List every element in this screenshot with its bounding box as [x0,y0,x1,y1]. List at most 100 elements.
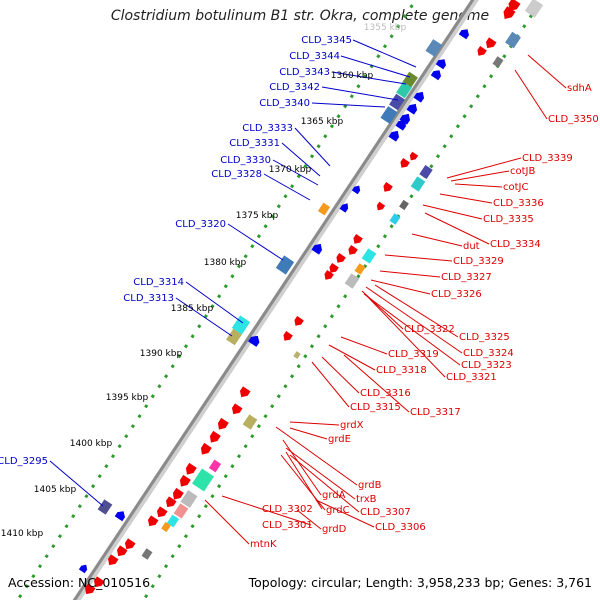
topology-text: Topology: circular; Length: 3,958,233 bp… [248,575,592,590]
reverse-leader-line [370,279,431,295]
reverse-gene-label: CLD_3329 [453,256,504,267]
reverse-gene-14 [283,331,293,341]
forward-block-3 [389,93,405,111]
forward-block-6 [275,255,295,275]
forward-leader-line [311,102,386,108]
reverse-block-3 [419,164,433,180]
forward-gene-6 [388,130,400,142]
reverse-gene-5 [400,158,410,168]
reverse-gene-label: CLD_3350 [548,114,599,125]
kbp-tick-label: 1355 kbp [364,23,407,33]
reverse-leader-line [411,233,463,247]
reverse-leader-line [527,54,567,89]
reverse-block-16 [166,514,180,528]
reverse-gene-27 [116,545,128,557]
reverse-gene-label: CLD_3301 [262,520,313,531]
kbp-tick-label: 1400 kbp [70,439,113,449]
reverse-gene-30 [84,583,96,595]
kbp-tick-label: 1390 kbp [140,349,183,359]
reverse-leader-line [384,254,453,262]
reverse-leader-line [289,427,328,440]
forward-leader-line [227,223,284,261]
reverse-gene-10 [336,253,346,263]
forward-leader-line [263,173,311,201]
reverse-gene-label: CLD_3319 [388,349,439,360]
reverse-gene-label: CLD_3306 [375,522,426,533]
forward-leader-line [340,55,411,78]
reverse-leader-line [365,286,463,354]
reverse-gene-label: dut [463,241,480,252]
forward-gene-label: CLD_3313 [123,293,174,304]
forward-leader-line [321,86,399,101]
forward-leader-line [331,71,407,85]
reverse-leader-line [275,426,358,486]
reverse-leader-line [365,294,446,378]
reverse-gene-label: CLD_3322 [404,324,455,335]
reverse-leader-line [343,354,410,413]
reverse-gene-label: grdE [328,434,351,445]
reverse-block-6 [389,213,401,225]
forward-gene-1 [430,70,441,81]
reverse-leader-line [280,454,326,511]
reverse-gene-label: cotJC [503,182,528,193]
reverse-gene-16 [231,403,243,415]
reverse-gene-label: CLD_3326 [431,289,482,300]
reverse-gene-15 [239,386,251,398]
reverse-gene-29 [93,576,105,588]
reverse-gene-label: grdA [322,490,346,501]
reverse-gene-13 [294,316,304,326]
forward-gene-12 [114,511,125,522]
reverse-gene-11 [329,263,339,273]
reverse-block-9 [344,273,360,289]
reverse-gene-9 [348,245,358,255]
reverse-leader-line [439,193,493,204]
kbp-tick-label: 1405 kbp [34,485,77,495]
forward-gene-7 [395,119,407,131]
forward-leader-line [175,297,233,337]
forward-leader-line [185,281,244,324]
reverse-gene-label: trxB [356,494,377,505]
kbp-tick-label: 1385 kbp [171,304,214,314]
reverse-gene-4 [409,151,419,161]
reverse-leader-line [363,293,461,366]
forward-gene-10 [311,243,323,255]
reverse-gene-label: CLD_3323 [461,360,512,371]
reverse-gene-8 [353,234,363,244]
reverse-gene-label: sdhA [567,83,592,94]
forward-leader-line [281,142,321,177]
reverse-gene-label: CLD_3336 [493,198,544,209]
reverse-gene-label: grdD [322,524,347,535]
reverse-leader-line [450,170,510,182]
reverse-gene-24 [156,506,168,518]
kbp-tick-label: 1360 kbp [331,71,374,81]
reverse-gene-26 [124,538,136,550]
reverse-block-11 [242,414,258,430]
reverse-gene-label: CLD_3316 [360,388,411,399]
forward-block-9 [97,499,113,515]
forward-gene-9 [339,203,349,213]
forward-gene-label: CLD_3333 [242,123,293,134]
forward-gene-label: CLD_3342 [269,82,320,93]
reverse-gene-19 [200,442,212,455]
reverse-gene-label: CLD_3318 [376,365,427,376]
forward-leader-line [272,159,319,186]
reverse-block-0 [524,0,544,18]
reverse-gene-6 [383,182,393,192]
forward-gene-2 [435,59,446,70]
reverse-leader-line [315,499,375,528]
reverse-gene-23 [165,496,177,508]
reverse-gene-7 [376,201,386,211]
forward-gene-13 [78,564,88,574]
forward-block-2 [396,81,412,99]
reverse-leader-line [328,344,376,371]
reverse-gene-17 [217,417,229,430]
forward-gene-label: CLD_3343 [279,67,330,78]
kbp-tick-label: 1380 kbp [204,258,247,268]
reverse-gene-label: cotJB [510,166,535,177]
reverse-gene-3 [477,46,487,56]
reverse-gene-label: CLD_3334 [490,239,541,250]
reverse-gene-22 [172,487,184,500]
reverse-block-5 [399,199,409,211]
reverse-gene-21 [179,474,191,487]
reverse-block-2 [492,56,504,68]
